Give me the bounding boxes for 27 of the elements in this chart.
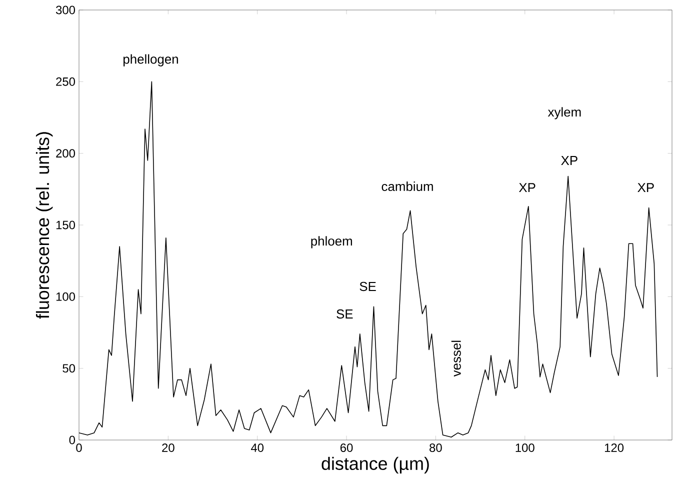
y-axis-title: fluorescence (rel. units) — [36, 132, 53, 319]
annotation: vessel — [451, 340, 461, 377]
annotation: SE — [336, 309, 353, 319]
annotation: XP — [561, 156, 578, 165]
annotation: XP — [518, 183, 536, 192]
x-tick-label: 120 — [604, 444, 624, 452]
annotation: cambium — [382, 182, 433, 192]
annotation: XP — [638, 183, 654, 192]
x-tick-label: 100 — [516, 444, 534, 452]
y-tick-label: 50 — [62, 364, 76, 373]
x-tick-label: 80 — [430, 444, 442, 452]
annotation: phellogen — [123, 54, 178, 66]
y-tick-label: 250 — [56, 77, 76, 86]
annotation: xylem — [548, 107, 581, 120]
x-tick-label: 40 — [250, 444, 264, 452]
x-tick-label: 20 — [162, 444, 174, 452]
y-tick-label: 200 — [56, 149, 76, 158]
x-tick-label: 0 — [76, 444, 82, 452]
x-axis-title: distance (µm) — [322, 456, 429, 474]
line-series — [79, 81, 658, 438]
y-tick-label: 150 — [56, 220, 76, 230]
annotation: SE — [360, 282, 376, 292]
annotation: phloem — [311, 236, 352, 248]
x-tick-label: 60 — [340, 444, 353, 452]
y-tick-label: 100 — [56, 292, 76, 301]
y-tick-label: 300 — [56, 6, 76, 14]
y-tick-label: 0 — [69, 436, 76, 444]
